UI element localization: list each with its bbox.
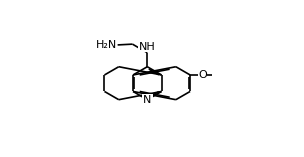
- Text: H₂N: H₂N: [95, 40, 117, 50]
- Text: NH: NH: [139, 42, 156, 52]
- Text: O: O: [198, 70, 207, 80]
- Text: N: N: [143, 95, 151, 105]
